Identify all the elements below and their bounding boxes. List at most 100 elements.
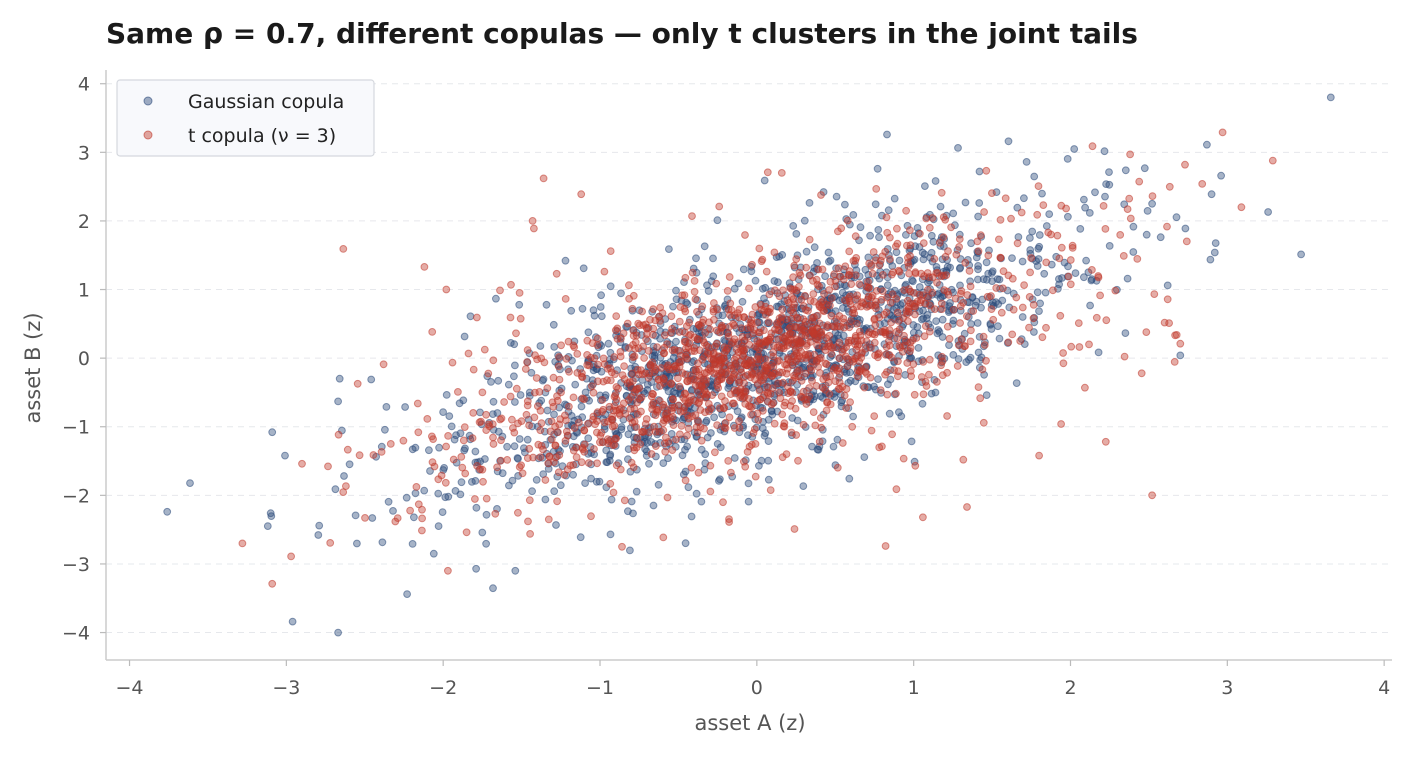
scatter-point	[528, 217, 537, 225]
scatter-point	[331, 485, 340, 494]
scatter-point	[1094, 272, 1103, 280]
scatter-point	[727, 306, 736, 314]
scatter-point	[866, 373, 875, 382]
scatter-point	[627, 383, 636, 392]
scatter-point	[903, 221, 912, 230]
scatter-point	[550, 410, 558, 419]
scatter-point	[696, 394, 704, 403]
scatter-point	[956, 281, 964, 290]
scatter-point	[791, 373, 799, 382]
scatter-point	[804, 306, 812, 315]
scatter-point	[550, 487, 559, 496]
scatter-point	[905, 269, 913, 278]
scatter-point	[892, 248, 901, 257]
scatter-point	[928, 214, 937, 222]
scatter-point	[808, 442, 816, 451]
scatter-point	[561, 295, 570, 303]
scatter-point	[315, 521, 324, 530]
scatter-point	[1018, 257, 1027, 266]
scatter-point	[580, 447, 589, 456]
scatter-point	[918, 248, 927, 257]
scatter-point	[528, 487, 536, 496]
scatter-point	[867, 426, 876, 435]
scatter-point	[747, 440, 756, 449]
scatter-point	[864, 278, 872, 286]
scatter-point	[701, 328, 710, 337]
scatter-point	[685, 318, 693, 327]
scatter-point	[604, 339, 613, 348]
scatter-point	[723, 287, 732, 295]
scatter-point	[727, 468, 735, 477]
scatter-point	[606, 479, 615, 488]
scatter-point	[1026, 268, 1034, 277]
scatter-point	[577, 402, 586, 411]
scatter-point	[630, 446, 639, 455]
scatter-point	[1035, 307, 1043, 316]
scatter-point	[1047, 230, 1055, 239]
scatter-point	[713, 440, 722, 448]
scatter-point	[870, 314, 879, 323]
scatter-point	[1172, 213, 1181, 222]
scatter-point	[841, 200, 849, 209]
scatter-point	[677, 422, 686, 430]
scatter-point	[393, 514, 402, 522]
scatter-point	[517, 461, 525, 470]
scatter-point	[901, 371, 910, 379]
scatter-point	[995, 334, 1004, 343]
scatter-point	[1105, 168, 1113, 177]
scatter-point	[1036, 299, 1044, 308]
scatter-point	[268, 579, 277, 588]
scatter-point	[761, 341, 769, 350]
scatter-point	[524, 517, 532, 526]
scatter-point	[378, 538, 387, 547]
scatter-point	[826, 256, 835, 265]
scatter-point	[638, 307, 646, 316]
scatter-point	[1218, 128, 1227, 137]
scatter-point	[661, 447, 670, 456]
scatter-point	[979, 418, 988, 427]
scatter-point	[846, 220, 854, 229]
scatter-point	[906, 287, 915, 296]
scatter-point	[980, 341, 989, 349]
scatter-point	[969, 307, 978, 315]
scatter-point	[617, 334, 625, 343]
scatter-point	[681, 344, 690, 353]
scatter-point	[650, 422, 658, 431]
scatter-point	[790, 261, 799, 270]
scatter-point	[1075, 343, 1084, 351]
scatter-point	[452, 431, 460, 440]
scatter-point	[799, 387, 808, 396]
scatter-point	[956, 319, 964, 327]
scatter-point	[572, 453, 581, 462]
scatter-point	[693, 307, 701, 316]
scatter-point	[515, 300, 524, 309]
scatter-point	[892, 327, 901, 336]
scatter-point	[598, 438, 607, 447]
scatter-point	[418, 514, 427, 523]
scatter-point	[734, 348, 743, 357]
scatter-point	[573, 369, 582, 377]
scatter-point	[711, 448, 719, 457]
scatter-point	[508, 415, 516, 424]
scatter-point	[657, 364, 666, 372]
scatter-point	[780, 422, 789, 431]
scatter-point	[536, 342, 545, 350]
scatter-point	[902, 206, 910, 215]
scatter-point	[845, 323, 854, 332]
scatter-point	[1176, 351, 1185, 360]
scatter-point	[643, 324, 651, 333]
scatter-point	[238, 539, 247, 548]
scatter-point	[476, 465, 485, 474]
scatter-point	[766, 486, 775, 495]
scatter-point	[1085, 209, 1094, 217]
scatter-point	[880, 310, 888, 319]
scatter-point	[895, 408, 903, 417]
scatter-point	[930, 255, 939, 263]
scatter-point	[599, 377, 608, 386]
scatter-point	[612, 312, 621, 321]
scatter-point	[546, 427, 555, 436]
scatter-point	[1123, 274, 1132, 283]
scatter-point	[833, 463, 842, 472]
scatter-point	[922, 214, 931, 223]
